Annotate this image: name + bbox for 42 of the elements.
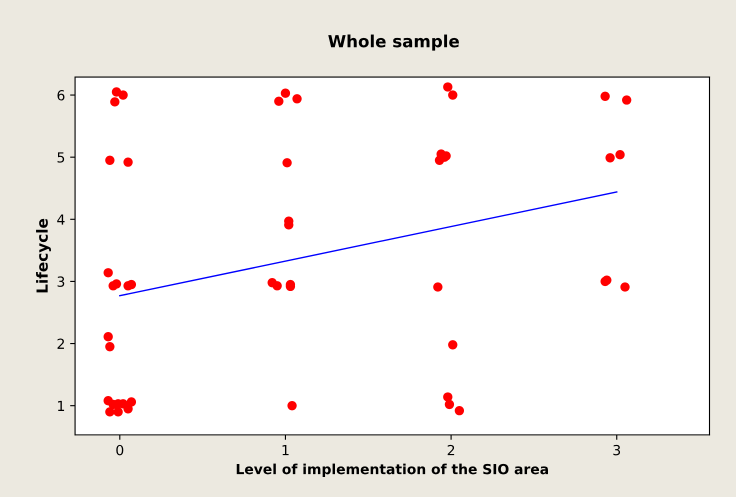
point (287, 401, 297, 410)
x-tick-label: 2 (448, 444, 454, 456)
y-tick-label: 2 (58, 338, 64, 349)
point (454, 406, 464, 416)
point (112, 279, 122, 289)
x-tick-label: 0 (116, 444, 124, 456)
point (104, 332, 113, 342)
point (280, 88, 290, 98)
point (274, 96, 284, 106)
point (443, 82, 452, 92)
y-tick-label: 3 (58, 276, 64, 287)
chart-title: Whole sample (328, 34, 459, 51)
y-axis-title: Lifecycle (36, 218, 51, 292)
point (615, 150, 625, 160)
point (104, 268, 113, 278)
point (105, 342, 115, 352)
y-tick-label: 5 (58, 152, 64, 163)
point (292, 94, 302, 104)
y-tick-label: 4 (57, 214, 65, 225)
y-tick-label: 1 (58, 400, 64, 411)
point (126, 280, 136, 290)
y-tick-label: 6 (57, 90, 64, 101)
point (113, 407, 123, 417)
point (444, 400, 454, 410)
point (126, 397, 136, 407)
x-tick-label: 1 (282, 445, 289, 456)
point (448, 340, 458, 350)
point (622, 95, 632, 105)
point (605, 153, 615, 162)
point (282, 158, 292, 168)
point (620, 282, 630, 292)
point (433, 282, 442, 292)
point (123, 157, 133, 167)
x-axis-title: Level of implementation of the SIO area (236, 464, 548, 478)
point (110, 97, 120, 107)
point (118, 90, 128, 100)
point (272, 281, 282, 290)
point (434, 156, 444, 165)
point (105, 156, 115, 165)
point (448, 90, 458, 100)
x-tick-label: 3 (613, 444, 620, 456)
point (600, 92, 610, 101)
